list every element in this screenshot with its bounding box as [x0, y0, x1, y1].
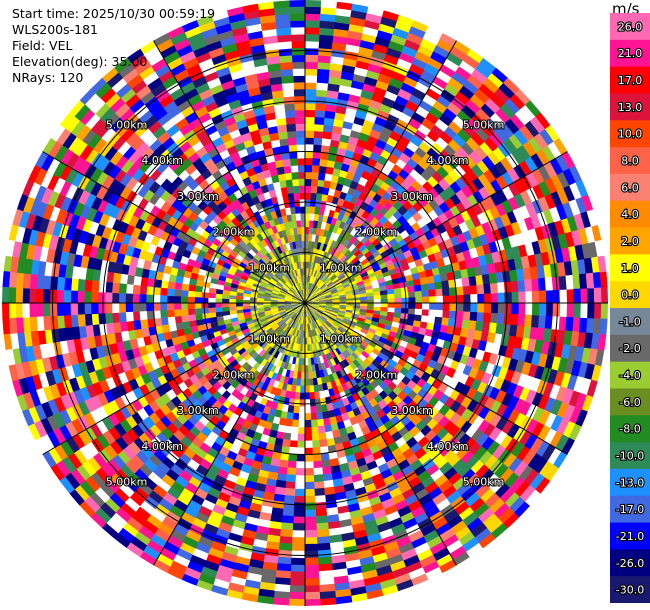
colorbar-tick-label: 26.0 [618, 20, 643, 33]
range-ring-label: 4.00km [427, 154, 469, 167]
colorbar-tick-label: -6.0 [619, 396, 640, 409]
azimuth-lines [2, 0, 608, 606]
colorbar-swatch [610, 39, 650, 68]
colorbar-tick-label: 1.0 [621, 262, 639, 275]
colorbar-tick-label: -17.0 [616, 503, 644, 516]
range-ring-label: 3.00km [177, 190, 219, 203]
colorbar-swatch [610, 281, 650, 309]
nrays-label: NRays: 120 [12, 70, 84, 85]
colorbar-tick-label: 2.0 [621, 235, 639, 248]
velocity-gates [5, 0, 605, 593]
velocity-gates [16, 6, 595, 598]
velocity-gates [15, 40, 589, 606]
start-time-label: Start time: 2025/10/30 00:59:19 [12, 6, 216, 21]
colorbar-swatch [610, 334, 650, 363]
colorbar: 26.0 21.0 17.0 13.0 10.0 8.0 6.0 4.0 2.0 1.0 0.0 -1… [610, 13, 650, 603]
colorbar-tick-label: -10.0 [616, 450, 644, 463]
colorbar-tick-label: 13.0 [618, 101, 643, 114]
range-ring-label: 4.00km [427, 440, 469, 453]
range-ring-label: 5.00km [106, 119, 148, 132]
colorbar-tick-label: 0.0 [621, 289, 639, 302]
colorbar-swatch [610, 173, 650, 202]
velocity-gates [2, 0, 601, 605]
range-ring-label: 3.00km [391, 404, 433, 417]
velocity-gates [8, 19, 602, 600]
azimuth-line [42, 151, 306, 304]
elevation-label: Elevation(deg): 35.00 [12, 54, 148, 69]
azimuth-line [304, 302, 457, 566]
azimuth-line [304, 151, 568, 304]
range-ring-label: 5.00km [463, 476, 505, 489]
colorbar-tick-label: 8.0 [621, 155, 639, 168]
azimuth-line [153, 302, 306, 566]
colorbar-swatch [610, 13, 650, 41]
range-ring-label: 2.00km [356, 368, 398, 381]
colorbar-swatch [610, 442, 650, 470]
colorbar-swatch [610, 388, 650, 416]
colorbar-swatch [610, 549, 650, 577]
colorbar-swatch [610, 415, 650, 443]
range-ring-label: 5.00km [463, 119, 505, 132]
range-ring-label: 1.00km [320, 333, 362, 346]
colorbar-tick-label: 4.0 [621, 208, 639, 221]
colorbar-swatch [610, 468, 650, 497]
colorbar-swatch [610, 308, 650, 336]
colorbar-swatch [610, 120, 650, 148]
azimuth-line [304, 40, 457, 304]
azimuth-line [304, 302, 568, 455]
colorbar-tick-label: -4.0 [619, 369, 640, 382]
colorbar-tick-label: 10.0 [618, 128, 643, 141]
colorbar-swatch [610, 522, 650, 550]
colorbar-swatch [610, 576, 650, 603]
range-ring-label: 2.00km [213, 368, 255, 381]
colorbar-swatch [610, 93, 650, 121]
station-label: WLS200s-181 [12, 22, 98, 37]
colorbar-swatch [610, 147, 650, 175]
range-ring-label: 2.00km [213, 226, 255, 239]
azimuth-line [153, 40, 306, 304]
colorbar-tick-label: 21.0 [618, 47, 643, 60]
colorbar-tick-label: -8.0 [619, 423, 640, 436]
range-ring-label: 5.00km [106, 476, 148, 489]
range-ring-label: 4.00km [141, 440, 183, 453]
colorbar-tick-label: 17.0 [618, 74, 643, 87]
colorbar-swatch [610, 254, 650, 282]
range-ring-label: 2.00km [356, 226, 398, 239]
colorbar-swatch [610, 361, 650, 390]
azimuth-line [42, 302, 306, 455]
colorbar-tick-label: 6.0 [621, 181, 639, 194]
colorbar-swatch [610, 200, 650, 229]
colorbar-tick-label: -21.0 [616, 530, 644, 543]
colorbar-swatch [610, 66, 650, 95]
velocity-gates [3, 15, 602, 603]
colorbar-tick-label: -2.0 [619, 342, 640, 355]
velocity-gates [46, 29, 605, 599]
field-label: Field: VEL [12, 38, 73, 53]
colorbar-swatch [610, 495, 650, 524]
range-ring-label: 3.00km [177, 404, 219, 417]
range-ring-labels: 1.00km 1.00km 1.00km 1.00km 2.00km 2.00km 2.00… [105, 118, 506, 490]
colorbar-tick-label: -30.0 [616, 584, 644, 597]
range-ring-label: 1.00km [249, 261, 291, 274]
range-ring-label: 3.00km [391, 190, 433, 203]
range-ring-label: 1.00km [320, 261, 362, 274]
colorbar-tick-label: -13.0 [616, 476, 644, 489]
velocity-gates [17, 13, 608, 596]
colorbar-swatch [610, 227, 650, 255]
range-ring-label: 1.00km [249, 333, 291, 346]
velocity-gates [221, 213, 387, 379]
range-ring-label: 4.00km [141, 154, 183, 167]
colorbar-tick-label: -1.0 [619, 315, 640, 328]
colorbar-tick-label: -26.0 [616, 557, 644, 570]
